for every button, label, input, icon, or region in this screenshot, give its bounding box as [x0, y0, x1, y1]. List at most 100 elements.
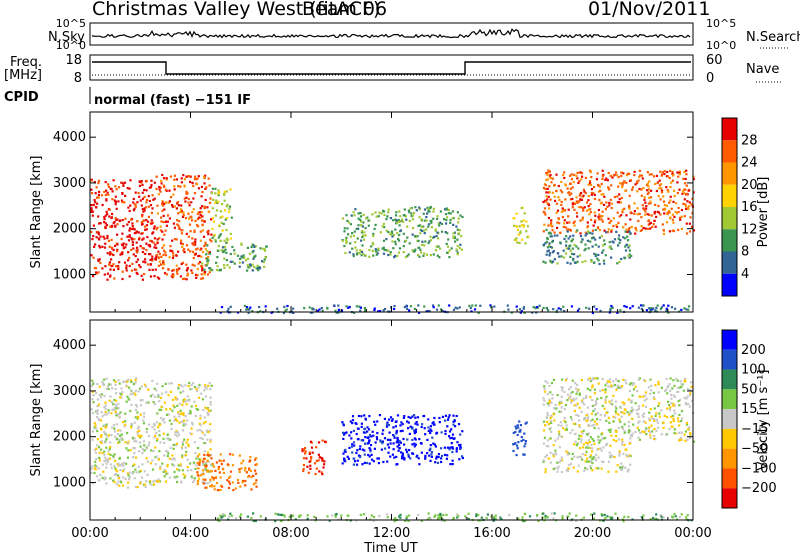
power-cell [674, 307, 677, 310]
velocity-cell [145, 401, 148, 404]
velocity-cell [219, 453, 222, 456]
velocity-cell [189, 462, 192, 465]
power-cell [185, 269, 188, 272]
velocity-cell [134, 379, 137, 382]
velocity-cell [614, 400, 617, 403]
velocity-cell [348, 446, 351, 449]
power-cell [572, 234, 575, 237]
power-cell [405, 304, 408, 307]
power-cell [629, 218, 632, 221]
velocity-cell [196, 461, 199, 464]
power-cell [162, 221, 165, 224]
power-cell [104, 242, 107, 245]
velocity-cell [222, 459, 225, 462]
velocity-cell [115, 483, 119, 486]
power-cell [246, 257, 250, 260]
power-cell [611, 240, 614, 243]
power-cell [218, 191, 221, 194]
velocity-cell [573, 404, 576, 407]
power-cell [197, 255, 200, 258]
x-tick-label: 00:00 [674, 526, 711, 541]
velocity-cell [204, 384, 207, 387]
velocity-cell [649, 389, 653, 392]
velocity-cell [390, 419, 394, 422]
power-cell [191, 211, 194, 214]
velocity-cell [180, 446, 183, 449]
velocity-cell [99, 396, 103, 399]
velocity-cell [94, 424, 97, 427]
power-cell [90, 192, 94, 195]
power-cell [360, 239, 363, 242]
power-cell [571, 186, 574, 189]
power-cell [665, 204, 668, 207]
power-cell [177, 224, 180, 227]
velocity-cell [608, 381, 611, 384]
station-title: Christmas Valley West (fitACF) [92, 0, 380, 20]
velocity-cell [440, 460, 443, 464]
power-cell [182, 174, 185, 177]
power-cell [669, 186, 672, 189]
power-cell [567, 228, 570, 231]
power-cell [597, 208, 600, 212]
velocity-cell [475, 514, 478, 518]
power-cell [169, 249, 172, 252]
velocity-cell [451, 446, 454, 449]
velocity-cell [560, 471, 563, 474]
velocity-cell [160, 416, 163, 420]
power-cell [96, 196, 99, 199]
power-cell [425, 219, 428, 222]
colorbar-swatch [722, 428, 737, 449]
power-cell [105, 189, 108, 192]
power-cell [543, 223, 546, 226]
power-cell [219, 311, 222, 314]
power-cell [233, 249, 236, 252]
velocity-cell [211, 462, 214, 466]
velocity-cell [627, 455, 630, 458]
velocity-cell [586, 444, 589, 447]
velocity-cell [644, 405, 648, 408]
velocity-cell [113, 408, 116, 411]
velocity-cell [153, 395, 157, 398]
power-cell [95, 236, 98, 239]
power-cell [112, 253, 115, 257]
velocity-cell [400, 451, 403, 454]
power-cell [407, 209, 410, 212]
velocity-cell [672, 419, 675, 422]
velocity-cell [209, 423, 212, 426]
power-cell [588, 231, 591, 235]
velocity-cell [680, 385, 683, 388]
power-cell [165, 178, 168, 181]
power-cell [603, 239, 606, 242]
velocity-cell [207, 414, 210, 417]
velocity-cell [673, 431, 676, 435]
power-cell [459, 243, 462, 246]
power-cell [403, 306, 406, 309]
velocity-cell [179, 384, 183, 387]
power-cell [259, 310, 262, 313]
power-cell [178, 220, 181, 223]
velocity-cell [415, 455, 418, 458]
power-cell [573, 173, 576, 176]
velocity-cell [500, 518, 503, 521]
velocity-cell [686, 395, 689, 398]
colorbar-swatch [722, 118, 737, 141]
velocity-cell [350, 437, 353, 440]
power-cell [263, 265, 266, 268]
power-cell [248, 266, 251, 269]
power-cell [519, 232, 522, 235]
power-cell [584, 260, 587, 263]
power-cell [113, 199, 116, 202]
power-cell [363, 238, 366, 241]
power-cell [105, 199, 108, 202]
velocity-cell [116, 412, 119, 416]
velocity-cell [171, 454, 174, 457]
power-cell [195, 224, 199, 227]
power-cell [162, 261, 165, 264]
power-cell [427, 242, 430, 245]
power-cell [166, 220, 169, 223]
velocity-cell [499, 516, 502, 519]
power-cell [204, 248, 207, 251]
velocity-cell [414, 443, 417, 446]
power-cell [667, 190, 670, 193]
colorbar-swatch [722, 162, 737, 185]
